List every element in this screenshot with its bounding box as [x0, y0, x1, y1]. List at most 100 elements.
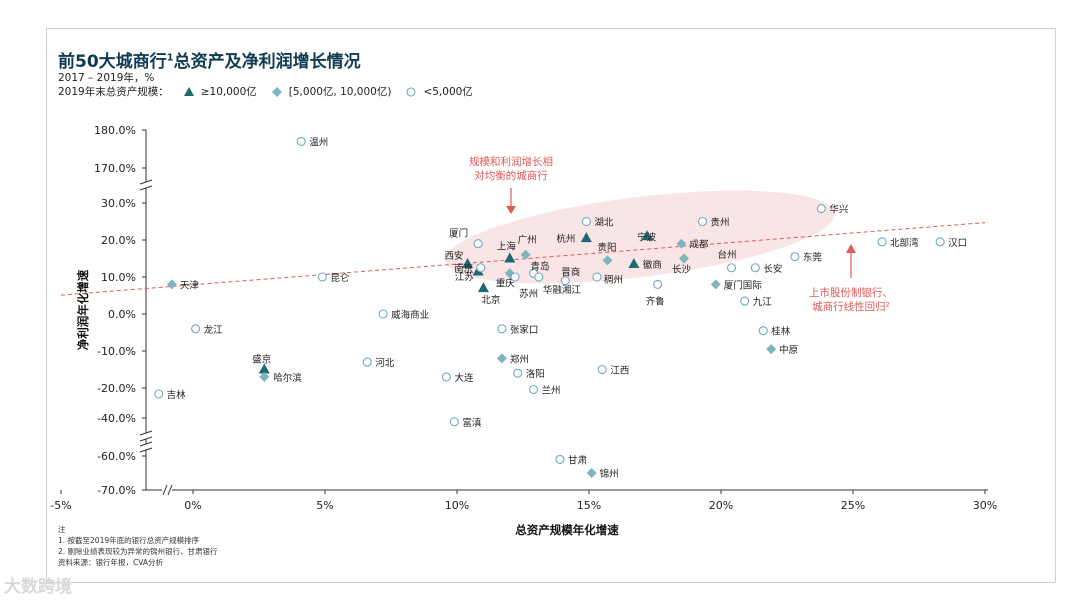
annotation-regression-text: 上市股份制银行、	[809, 286, 893, 299]
bank-point-label: 贵州	[711, 217, 730, 229]
annotation-balanced-text: 对均衡的城商行	[474, 169, 548, 182]
bank-point-triangle	[477, 282, 489, 293]
bank-point-label: 广州	[518, 234, 537, 246]
x-tick-label: 15%	[577, 499, 601, 512]
y-tick-label: 30.0%	[101, 197, 136, 210]
bank-point-label: 青岛	[531, 260, 550, 272]
bank-point-label: 苏州	[519, 288, 538, 300]
legend-item-large: ≥10,000亿	[183, 84, 257, 99]
bank-point-label: 江西	[610, 366, 629, 377]
bank-point-circle	[441, 372, 451, 382]
y-tick-label: 0.0%	[108, 308, 136, 321]
bank-point-circle	[296, 136, 306, 146]
bank-point-label: 桂林	[771, 326, 791, 338]
bank-point-circle	[449, 417, 459, 427]
bank-point-label: 东莞	[803, 252, 823, 264]
bank-point-triangle	[504, 252, 516, 263]
regression-trendline	[60, 222, 986, 296]
bank-point-circle	[758, 326, 768, 336]
x-tick-label: 5%	[316, 499, 333, 512]
y-tick-label: 10.0%	[101, 271, 136, 284]
annotation-regression-arrowhead	[846, 244, 856, 253]
y-axis-break-gap	[140, 444, 152, 450]
bank-point-circle	[653, 279, 663, 289]
y-tick-label: 180.0%	[94, 124, 136, 137]
bank-point-circle	[362, 357, 372, 367]
y-tick-label: -20.0%	[97, 382, 136, 395]
bank-point-label: 杭州	[556, 233, 575, 245]
annotation-balanced-text: 规模和利润增长相	[469, 155, 553, 168]
bank-point-label: 锦州	[600, 468, 619, 480]
bank-point-label: 洛阳	[526, 368, 545, 380]
legend-item-medium: [5,000亿, 10,000亿)	[271, 84, 391, 99]
bank-point-circle	[592, 272, 602, 282]
legend-item-small: <5,000亿	[405, 84, 473, 99]
y-tick-label: -10.0%	[97, 345, 136, 358]
legend-title: 2019年末总资产规模：	[58, 86, 169, 98]
bank-point-label: 湖北	[594, 218, 614, 229]
bank-point-diamond	[586, 468, 597, 478]
y-axis-break-mark	[139, 185, 153, 191]
bank-point-circle	[513, 368, 523, 378]
bank-point-diamond	[679, 253, 690, 264]
bank-point-label: 长沙	[672, 264, 692, 276]
bank-point-triangle	[462, 258, 474, 269]
bank-point-label: 上海	[497, 241, 517, 253]
note-heading: 注	[58, 525, 66, 534]
bank-point-label: 天津	[180, 280, 200, 291]
bank-point-label: 华融湘江	[543, 284, 582, 296]
bank-point-circle	[560, 276, 570, 286]
bank-point-circle	[317, 272, 327, 282]
bank-point-label: 徽商	[643, 259, 662, 271]
x-tick-label: 30%	[973, 499, 997, 512]
bank-point-label: 汉口	[948, 238, 967, 249]
bank-point-diamond	[602, 255, 613, 266]
bank-point-label: 中原	[779, 344, 798, 356]
bank-point-label: 大连	[454, 372, 474, 384]
bank-point-circle	[597, 364, 607, 375]
x-axis-break-mark	[167, 484, 173, 496]
y-axis-break-gap	[140, 433, 152, 439]
bank-point-triangle	[628, 258, 640, 269]
triangle-marker-icon	[183, 87, 194, 96]
y-axis-break-mark	[139, 436, 153, 442]
y-tick-label: -40.0%	[97, 412, 136, 425]
annotation-regression-text: 城商行线性回归²	[812, 300, 890, 313]
x-tick-label: 0%	[184, 499, 201, 512]
y-tick-label: -70.0%	[97, 484, 136, 497]
bank-point-circle	[529, 384, 539, 395]
bank-point-label: 江苏	[455, 271, 475, 283]
bank-point-label: 厦门	[449, 228, 468, 240]
bank-point-diamond	[710, 279, 721, 290]
y-axis-break-mark	[139, 179, 153, 185]
bank-point-label: 张家口	[510, 324, 539, 336]
slide-frame	[46, 28, 1056, 583]
bank-point-circle	[727, 263, 737, 273]
footnotes: 注 1. 按截至2019年底的银行总资产规模排序 2. 剔除业绩表现较为异常的锦…	[58, 524, 218, 568]
bank-point-circle	[473, 239, 483, 249]
bank-point-label: 贵阳	[597, 241, 616, 253]
source-note: 资料来源：银行年报，CVA分析	[58, 558, 164, 567]
note-2: 2. 剔除业绩表现较为异常的锦州银行、甘肃银行	[58, 547, 218, 556]
y-axis-break-mark	[139, 441, 153, 447]
bank-point-circle	[697, 216, 708, 227]
bank-point-label: 北京	[481, 294, 500, 306]
bank-point-label: 甘肃	[568, 454, 587, 466]
diamond-marker-icon	[271, 86, 282, 97]
bank-point-circle	[534, 272, 544, 282]
bank-point-circle	[816, 204, 826, 214]
bank-point-label: 盛京	[252, 354, 271, 366]
bank-point-label: 河北	[375, 357, 395, 369]
bank-point-label: 兰州	[542, 385, 561, 397]
x-tick-label: -5%	[50, 499, 71, 512]
annotation-balanced-arrowhead	[506, 206, 516, 214]
bank-point-label: 北部湾	[890, 237, 919, 249]
bank-point-label: 西安	[445, 250, 464, 262]
bank-point-diamond	[166, 279, 177, 290]
bank-point-label: 台州	[718, 249, 737, 261]
bank-point-circle	[935, 237, 945, 247]
bank-point-diamond	[766, 344, 777, 355]
y-tick-label: 170.0%	[94, 162, 136, 175]
bank-point-label: 温州	[309, 137, 328, 148]
